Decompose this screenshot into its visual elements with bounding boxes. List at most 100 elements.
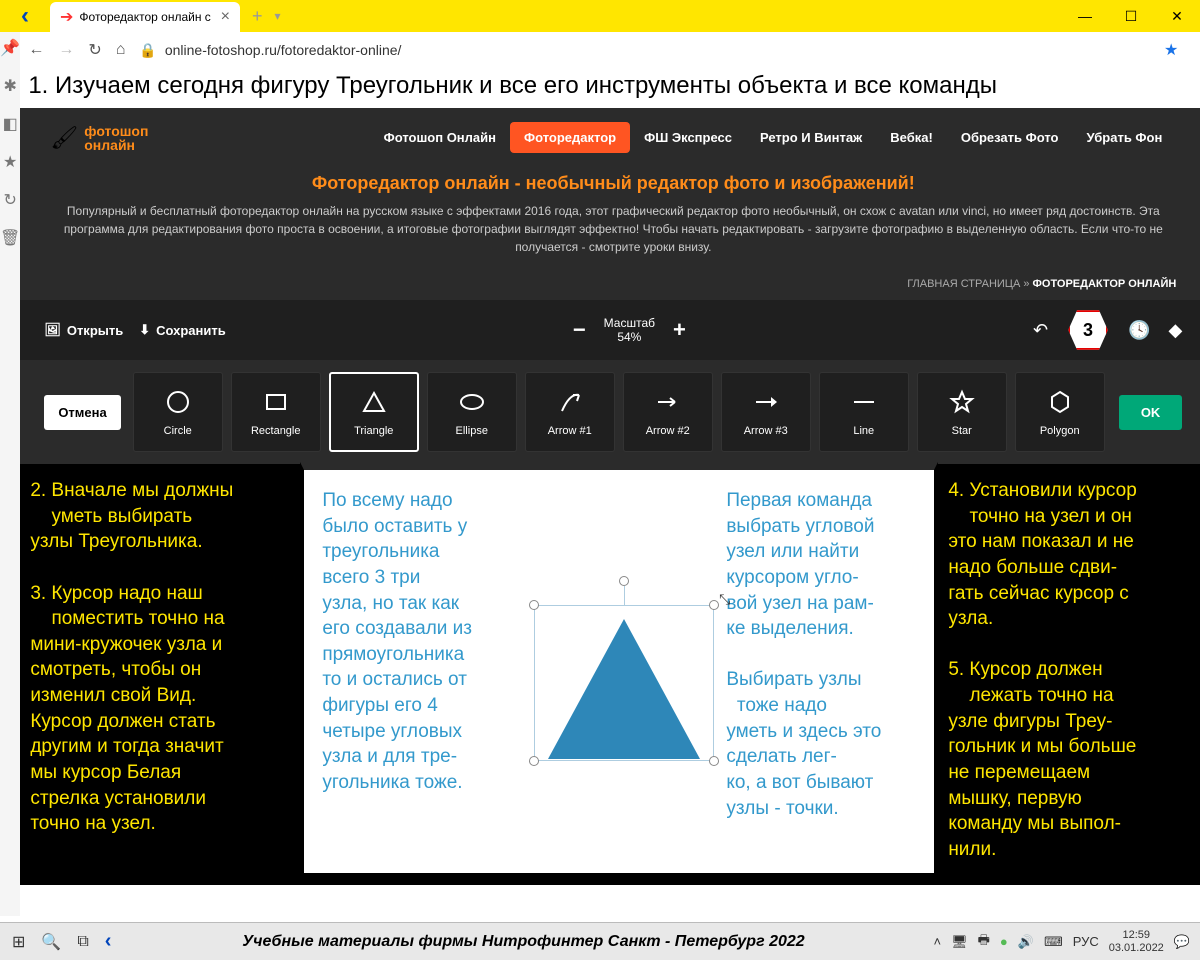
open-button[interactable]: 🖼Открыть <box>44 322 123 338</box>
zoom-value: 54% <box>604 330 655 344</box>
shape-tool-ellipse[interactable]: Ellipse <box>427 372 517 452</box>
canvas-area: По всему надо было оставить у треугольни… <box>300 462 938 877</box>
shape-icon <box>263 387 289 417</box>
layers-icon[interactable]: ◆ <box>1168 320 1182 341</box>
shape-icon <box>949 387 975 417</box>
search-icon[interactable]: 🔍 <box>41 932 61 952</box>
zoom-in-button[interactable]: + <box>673 317 686 343</box>
trash-icon[interactable]: 🗑 <box>0 228 20 248</box>
shape-icon <box>165 387 191 417</box>
history-icon[interactable]: 🕓 <box>1128 320 1150 341</box>
undo-icon[interactable]: ↶ <box>1033 320 1048 341</box>
settings-icon[interactable]: ✱ <box>3 76 16 96</box>
shape-icon <box>557 387 583 417</box>
windows-taskbar: ⊞ 🔍 ⧉ ‹ Учебные материалы фирмы Нитрофин… <box>0 922 1200 960</box>
editor-toolbar: 🖼Открыть ⬇Сохранить − Масштаб 54% + ↶ 3 … <box>20 300 1200 360</box>
shape-toolbar: Отмена CircleRectangleTriangleEllipseArr… <box>20 360 1200 464</box>
shape-tool-arrow3[interactable]: Arrow #3 <box>721 372 811 452</box>
shape-tool-line[interactable]: Line <box>819 372 909 452</box>
url-text: online-fotoshop.ru/fotoredaktor-online/ <box>165 42 402 58</box>
nav-item-6[interactable]: Убрать Фон <box>1072 122 1176 153</box>
triangle-shape[interactable] <box>548 619 700 759</box>
resize-cursor-icon: ⤡ <box>719 591 730 608</box>
nav-item-0[interactable]: Фотошоп Онлайн <box>370 122 510 153</box>
shape-icon <box>655 387 681 417</box>
canvas-text-left: По всему надо было оставить у треугольни… <box>322 488 522 855</box>
handle-top-right[interactable] <box>709 600 719 610</box>
nav-item-1[interactable]: Фоторедактор <box>510 122 630 153</box>
download-icon: ⬇ <box>139 322 150 338</box>
maximize-button[interactable]: ☐ <box>1108 0 1154 32</box>
tray-keyboard-icon[interactable]: ⌨ <box>1044 934 1063 950</box>
promo-section: Фоторедактор онлайн - необычный редактор… <box>20 163 1200 272</box>
url-field[interactable]: 🔒 online-fotoshop.ru/fotoredaktor-online… <box>139 42 1150 59</box>
shape-tool-rectangle[interactable]: Rectangle <box>231 372 321 452</box>
shape-icon <box>851 387 877 417</box>
breadcrumb-home[interactable]: ГЛАВНАЯ СТРАНИЦА <box>907 278 1020 290</box>
tray-shield-icon[interactable]: ● <box>1000 934 1008 949</box>
shape-tool-arrow2[interactable]: Arrow #2 <box>623 372 713 452</box>
app-yandex-icon[interactable]: ‹ <box>105 930 112 953</box>
new-tab-button[interactable]: + <box>252 6 263 27</box>
start-button[interactable]: ⊞ <box>12 932 25 952</box>
shape-tool-polygon[interactable]: Polygon <box>1015 372 1105 452</box>
reload-button[interactable]: ↻ <box>88 40 101 60</box>
app-nav: Фотошоп ОнлайнФоторедакторФШ ЭкспрессРет… <box>370 122 1177 153</box>
task-view-icon[interactable]: ⧉ <box>77 933 88 951</box>
tray-printer-icon[interactable]: 🖶 <box>978 931 990 953</box>
shape-tool-triangle[interactable]: Triangle <box>329 372 419 452</box>
lesson-heading: 1. Изучаем сегодня фигуру Треугольник и … <box>20 68 1200 108</box>
shape-tool-circle[interactable]: Circle <box>133 372 223 452</box>
bookmark-star-icon[interactable]: ★ <box>1164 40 1178 60</box>
back-button[interactable]: ← <box>28 41 44 59</box>
shape-tool-star[interactable]: Star <box>917 372 1007 452</box>
nav-item-3[interactable]: Ретро И Винтаж <box>746 122 876 153</box>
handle-bottom-right[interactable] <box>709 756 719 766</box>
photo-editor-app: 🖌 фотошоп онлайн Фотошоп ОнлайнФоторедак… <box>20 108 1200 464</box>
browser-tab[interactable]: ➔ Фоторедактор онлайн с × <box>50 2 240 32</box>
close-tab-icon[interactable]: × <box>221 8 230 26</box>
cancel-button[interactable]: Отмена <box>44 395 120 430</box>
ok-button[interactable]: OK <box>1119 395 1183 430</box>
tray-lang[interactable]: РУС <box>1073 934 1099 949</box>
system-tray: ˄ 🖥 🖶 ● 🔊 ⌨ РУС 12:59 03.01.2022 💬 <box>924 929 1200 953</box>
pin-icon[interactable]: 📌 <box>0 38 20 58</box>
tray-chevron-icon[interactable]: ˄ <box>934 934 942 949</box>
app-logo[interactable]: 🖌 фотошоп онлайн <box>50 124 148 152</box>
tab-menu-icon[interactable]: ▾ <box>275 9 281 23</box>
canvas-figure[interactable]: ⤡ <box>534 488 714 855</box>
instruction-left: 2. Вначале мы должны уметь выбирать узлы… <box>20 464 300 877</box>
browser-logo[interactable]: ‹ <box>0 2 50 30</box>
handle-bottom-left[interactable] <box>529 756 539 766</box>
step-badge: 3 <box>1066 308 1110 352</box>
image-icon: 🖼 <box>44 322 61 338</box>
home-button[interactable]: ⌂ <box>116 41 126 59</box>
zoom-out-button[interactable]: − <box>573 317 586 343</box>
address-bar: ← → ↻ ⌂ 🔒 online-fotoshop.ru/fotoredakto… <box>20 32 1200 68</box>
close-window-button[interactable]: ✕ <box>1154 0 1200 32</box>
handle-rotate[interactable] <box>619 576 629 586</box>
instruction-right: 4. Установили курсор точно на узел и он … <box>938 464 1200 877</box>
brush-icon: 🖌 <box>50 125 78 151</box>
forward-button[interactable]: → <box>58 41 74 59</box>
tray-volume-icon[interactable]: 🔊 <box>1018 934 1034 950</box>
instruction-row: 2. Вначале мы должны уметь выбирать узлы… <box>20 464 1200 877</box>
tray-monitor-icon[interactable]: 🖥 <box>951 934 968 950</box>
promo-text: Популярный и бесплатный фоторедактор онл… <box>60 202 1166 256</box>
favorites-icon[interactable]: ★ <box>3 152 17 172</box>
minimize-button[interactable]: — <box>1062 0 1108 32</box>
shape-tool-arrow1[interactable]: Arrow #1 <box>525 372 615 452</box>
zoom-label: Масштаб <box>604 316 655 330</box>
shape-icon <box>753 387 779 417</box>
tray-notification-icon[interactable]: 💬 <box>1174 934 1190 950</box>
taskbar-title: Учебные материалы фирмы Нитрофинтер Санк… <box>123 933 923 951</box>
history-icon[interactable]: ↻ <box>3 190 16 210</box>
app-header: 🖌 фотошоп онлайн Фотошоп ОнлайнФоторедак… <box>20 108 1200 163</box>
nav-item-5[interactable]: Обрезать Фото <box>947 122 1073 153</box>
extensions-icon[interactable]: ◧ <box>3 114 18 134</box>
nav-item-4[interactable]: Вебка! <box>876 122 947 153</box>
nav-item-2[interactable]: ФШ Экспресс <box>630 122 746 153</box>
browser-tab-strip: ‹ ➔ Фоторедактор онлайн с × + ▾ — ☐ ✕ <box>0 0 1200 32</box>
save-button[interactable]: ⬇Сохранить <box>139 322 226 338</box>
tray-clock[interactable]: 12:59 03.01.2022 <box>1109 929 1164 953</box>
